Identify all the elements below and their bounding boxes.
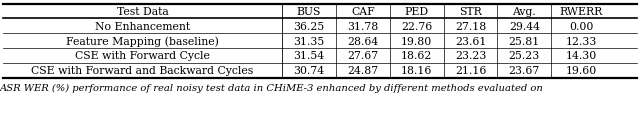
- Text: 24.87: 24.87: [348, 66, 378, 76]
- Text: 36.25: 36.25: [293, 22, 324, 32]
- Text: No Enhancement: No Enhancement: [95, 22, 190, 32]
- Text: 19.60: 19.60: [566, 66, 597, 76]
- Text: CSE with Forward Cycle: CSE with Forward Cycle: [75, 51, 210, 61]
- Text: 22.76: 22.76: [401, 22, 432, 32]
- Text: Avg.: Avg.: [513, 7, 536, 17]
- Text: 0.00: 0.00: [569, 22, 593, 32]
- Text: RWERR: RWERR: [560, 7, 603, 17]
- Text: 31.35: 31.35: [293, 36, 324, 46]
- Text: BUS: BUS: [297, 7, 321, 17]
- Text: 25.23: 25.23: [509, 51, 540, 61]
- Text: 21.16: 21.16: [455, 66, 486, 76]
- Text: 19.80: 19.80: [401, 36, 432, 46]
- Text: 27.67: 27.67: [348, 51, 378, 61]
- Text: 12.33: 12.33: [566, 36, 597, 46]
- Text: 18.16: 18.16: [401, 66, 432, 76]
- Text: 31.54: 31.54: [293, 51, 324, 61]
- Text: 28.64: 28.64: [347, 36, 378, 46]
- Text: 29.44: 29.44: [509, 22, 540, 32]
- Text: CAF: CAF: [351, 7, 374, 17]
- Text: CSE with Forward and Backward Cycles: CSE with Forward and Backward Cycles: [31, 66, 253, 76]
- Text: 23.23: 23.23: [455, 51, 486, 61]
- Text: 31.78: 31.78: [347, 22, 378, 32]
- Text: 14.30: 14.30: [566, 51, 597, 61]
- Text: PED: PED: [404, 7, 429, 17]
- Text: 18.62: 18.62: [401, 51, 432, 61]
- Text: 23.67: 23.67: [509, 66, 540, 76]
- Text: 27.18: 27.18: [455, 22, 486, 32]
- Text: Test Data: Test Data: [116, 7, 168, 17]
- Text: ASR WER (%) performance of real noisy test data in CHiME-3 enhanced by different: ASR WER (%) performance of real noisy te…: [0, 84, 544, 93]
- Text: STR: STR: [459, 7, 482, 17]
- Text: 23.61: 23.61: [455, 36, 486, 46]
- Text: 30.74: 30.74: [293, 66, 324, 76]
- Text: Feature Mapping (baseline): Feature Mapping (baseline): [66, 36, 219, 47]
- Text: 25.81: 25.81: [509, 36, 540, 46]
